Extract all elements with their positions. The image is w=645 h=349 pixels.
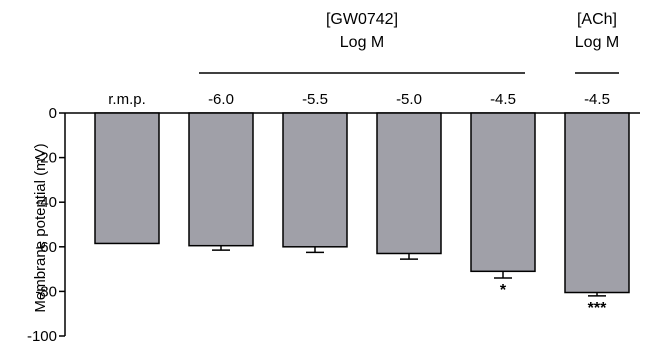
category-label: -5.5	[302, 91, 328, 108]
bar	[94, 112, 160, 245]
bar	[188, 112, 254, 247]
significance-mark: ***	[588, 300, 607, 317]
bars	[94, 112, 630, 297]
labels: 0 -20 -40 -60 -80 -100 r.m.p. -6.0 -5.5 -5.0 -4.5 *…	[27, 11, 619, 345]
bar	[470, 112, 536, 273]
y-tick-label: 0	[49, 105, 57, 122]
axes	[59, 72, 640, 337]
y-axis-label: Membrane potential (mV)	[32, 143, 49, 312]
y-tick-label: -20	[35, 150, 57, 167]
category-label: -4.5	[584, 91, 610, 108]
group-label-line2: Log M	[340, 34, 384, 51]
category-label: -4.5	[490, 91, 516, 108]
group-label-line1: [GW0742]	[326, 11, 398, 28]
group-label-line1: [ACh]	[577, 11, 617, 28]
bar	[564, 112, 630, 294]
category-label: -6.0	[208, 91, 234, 108]
group-label-line2: Log M	[575, 34, 619, 51]
y-tick-label: -80	[35, 283, 57, 300]
bar	[376, 112, 442, 255]
y-tick-label: -60	[35, 239, 57, 256]
category-label: -5.0	[396, 91, 422, 108]
category-label: r.m.p.	[108, 91, 146, 108]
significance-mark: *	[500, 282, 507, 299]
y-tick-label: -100	[27, 328, 57, 344]
bar	[282, 112, 348, 248]
y-tick-label: -40	[35, 194, 57, 211]
